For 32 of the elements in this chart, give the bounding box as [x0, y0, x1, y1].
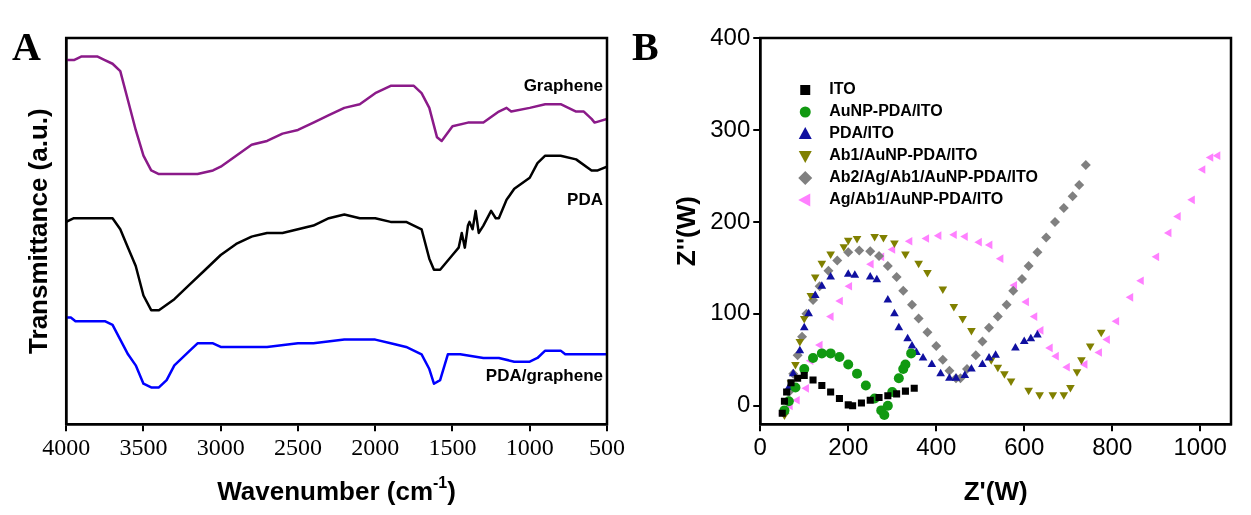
x-tick-label: 600: [1004, 433, 1045, 461]
legend-label: PDA/ITO: [829, 124, 894, 142]
x-tick-label: 4000: [42, 433, 91, 460]
x-tick-label: 500: [589, 433, 625, 460]
y-tick-label: 0: [736, 390, 751, 418]
y-axis-title: Z''(W): [670, 196, 701, 267]
y-axis-title: Transmittance (a.u.): [22, 108, 53, 354]
series-label: PDA: [567, 189, 603, 209]
y-tick-label: 100: [710, 298, 751, 326]
y-tick-label: 300: [710, 114, 751, 142]
x-tick-label: 1500: [428, 433, 477, 460]
y-tick-label: 400: [710, 22, 751, 50]
legend-label: Ab2/Ag/Ab1/AuNP-PDA/ITO: [829, 168, 1038, 186]
legend-label: Ab1/AuNP-PDA/ITO: [829, 146, 978, 164]
legend-label: AuNP-PDA/ITO: [829, 102, 943, 120]
x-tick-label: 3500: [119, 433, 168, 460]
series-label: Graphene: [523, 75, 603, 95]
x-tick-label: 400: [916, 433, 957, 461]
x-tick-label: 2500: [273, 433, 322, 460]
x-axis-title: Z'(W): [963, 476, 1028, 506]
y-tick-label: 200: [710, 206, 751, 234]
x-tick-label: 1000: [1173, 433, 1227, 461]
text: B: [632, 24, 659, 70]
text: A: [12, 24, 41, 70]
series-label: PDA/graphene: [485, 366, 603, 386]
x-tick-label: 2000: [351, 433, 400, 460]
legend-label: ITO: [829, 80, 856, 98]
legend-label: Ag/Ab1/AuNP-PDA/ITO: [829, 190, 1004, 208]
x-tick-label: 3000: [196, 433, 245, 460]
x-tick-label: 800: [1092, 433, 1133, 461]
x-tick-label: 1000: [505, 433, 554, 460]
x-tick-label: 200: [828, 433, 869, 461]
